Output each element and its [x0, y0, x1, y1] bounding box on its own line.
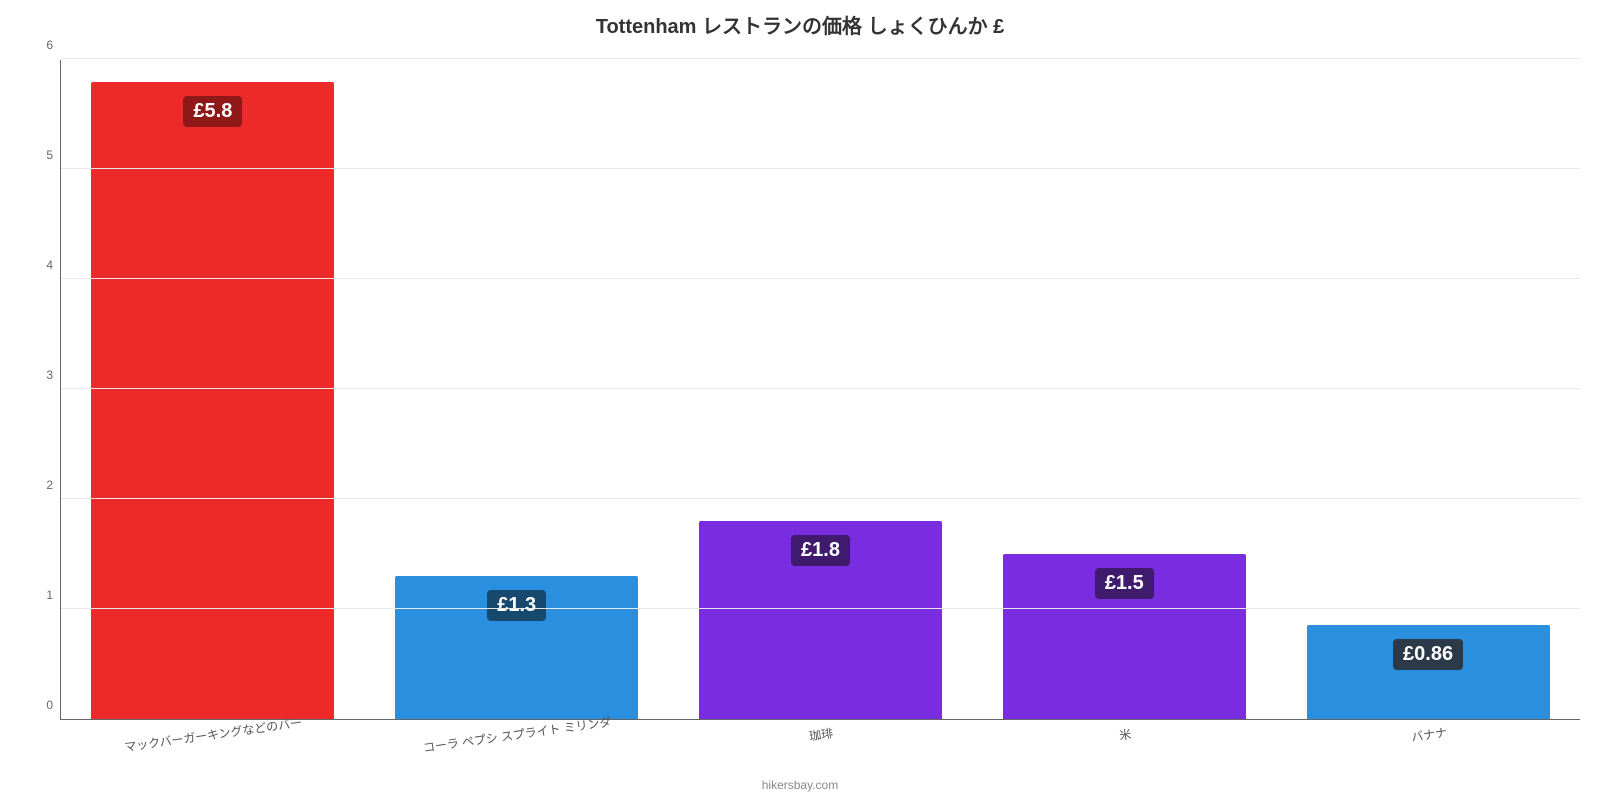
bar: £0.86: [1307, 625, 1550, 719]
bar-slot: £1.3: [365, 60, 669, 719]
bar-slot: £5.8: [61, 60, 365, 719]
bar: £1.8: [699, 521, 942, 719]
x-axis-label: 米: [1118, 725, 1132, 744]
value-badge: £1.3: [487, 590, 546, 621]
x-axis-label: バナナ: [1410, 723, 1448, 745]
y-tick-label: 5: [46, 148, 61, 162]
y-tick-label: 3: [46, 368, 61, 382]
bar-slot: £1.8: [669, 60, 973, 719]
value-badge: £0.86: [1393, 639, 1463, 670]
gridline: [61, 608, 1580, 609]
x-label-slot: 珈琲: [668, 720, 972, 770]
x-label-slot: マックバーガーキングなどのバー: [60, 720, 364, 770]
plot-area: £5.8£1.3£1.8£1.5£0.86 0123456: [60, 60, 1580, 720]
gridline: [61, 168, 1580, 169]
x-axis-labels: マックバーガーキングなどのバーコーラ ペプシ スプライト ミリンダ 珈琲 米 バナナ: [60, 720, 1580, 770]
x-label-slot: バナナ: [1276, 720, 1580, 770]
bar: £1.5: [1003, 554, 1246, 719]
x-axis-label: マックバーガーキングなどのバー: [123, 714, 303, 756]
attribution-text: hikersbay.com: [0, 778, 1600, 792]
y-tick-label: 0: [46, 698, 61, 712]
x-axis-label: コーラ ペプシ スプライト ミリンダ: [422, 713, 613, 756]
bars-container: £5.8 £1.3 £1.8 £1.5 £0.86: [61, 60, 1580, 719]
value-badge: £1.5: [1095, 568, 1154, 599]
value-badge: £1.8: [791, 535, 850, 566]
bar-slot: £0.86: [1276, 60, 1580, 719]
y-tick-label: 6: [46, 38, 61, 52]
bar: £5.8: [91, 82, 334, 719]
x-axis-label: 珈琲: [808, 724, 834, 744]
y-tick-label: 1: [46, 588, 61, 602]
x-label-slot: コーラ ペプシ スプライト ミリンダ: [364, 720, 668, 770]
price-bar-chart: Tottenham レストランの価格 しょくひんか £ £5.8 £1.3 £1.8…: [0, 0, 1600, 800]
chart-title: Tottenham レストランの価格 しょくひんか £: [0, 10, 1600, 39]
bar: £1.3: [395, 576, 638, 719]
bar-slot: £1.5: [972, 60, 1276, 719]
x-label-slot: 米: [972, 720, 1276, 770]
gridline: [61, 58, 1580, 59]
value-badge: £5.8: [183, 96, 242, 127]
gridline: [61, 498, 1580, 499]
gridline: [61, 388, 1580, 389]
gridline: [61, 278, 1580, 279]
y-tick-label: 4: [46, 258, 61, 272]
y-tick-label: 2: [46, 478, 61, 492]
